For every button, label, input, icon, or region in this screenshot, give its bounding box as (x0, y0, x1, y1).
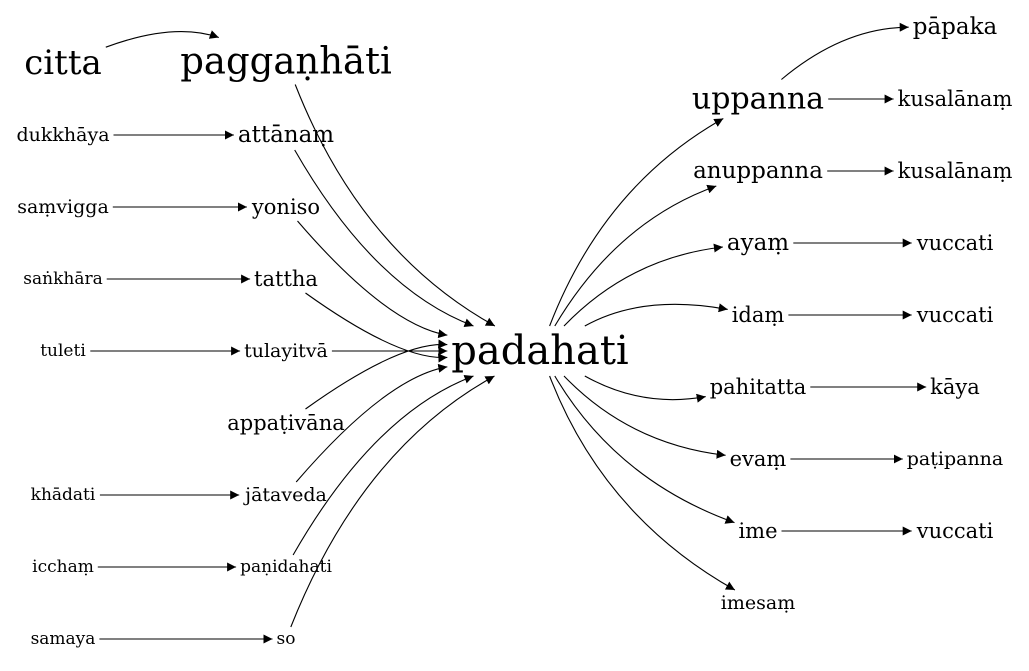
node-attanam: attānaṃ (238, 122, 334, 148)
edge-appativana-to-padahati (305, 339, 448, 410)
node-papaka: pāpaka (913, 14, 998, 40)
node-kusalanam-2: kusalānaṃ (898, 159, 1013, 183)
edge-padahati-to-imesam (549, 375, 736, 591)
edge-padahati-to-evam (563, 375, 726, 459)
node-iccham: icchaṃ (32, 557, 94, 577)
node-khadati: khādati (31, 485, 96, 505)
node-tulayitva: tulayitvā (244, 340, 328, 362)
edge-padahati-to-uppanna (549, 118, 724, 327)
node-panidahati: paṇidahati (240, 557, 332, 577)
node-layer: padahati citta paggaṇhāti dukkhāya attān… (16, 14, 1012, 649)
edge-padahati-to-pahitatta (584, 375, 706, 403)
edge-padahati-to-ime (554, 375, 735, 524)
node-padahati: padahati (451, 328, 628, 374)
node-samvigga: saṃvigga (17, 196, 109, 218)
node-pahitatta: pahitatta (710, 375, 807, 399)
edge-tattha-to-padahati (305, 292, 448, 363)
node-ayam: ayaṃ (727, 230, 789, 256)
node-so: so (277, 629, 296, 649)
node-tattha: tattha (254, 267, 318, 291)
node-jataveda: jātaveda (243, 484, 327, 506)
node-dukkhaya: dukkhāya (16, 124, 109, 146)
node-ime: ime (738, 519, 777, 543)
edge-attanam-to-padahati (294, 149, 474, 328)
edge-so-to-padahati (290, 375, 495, 628)
edge-jataveda-to-padahati (295, 363, 448, 483)
node-citta: citta (24, 43, 102, 83)
edge-layer (90, 22, 927, 644)
edge-citta-to-paggan-hati (105, 30, 219, 48)
node-paggan-hati: paggaṇhāti (180, 40, 392, 83)
node-anuppanna: anuppanna (693, 158, 823, 184)
node-patipanna: paṭipanna (907, 448, 1004, 470)
node-samaya: samaya (31, 629, 96, 649)
node-appativana: appaṭivāna (227, 411, 345, 435)
node-kaya: kāya (930, 375, 980, 399)
edge-panidahati-to-padahati (292, 374, 474, 556)
node-yoniso: yoniso (251, 195, 320, 219)
node-uppanna: uppanna (692, 82, 824, 117)
node-evam: evaṃ (730, 447, 787, 471)
node-idam: idaṃ (732, 303, 785, 327)
node-vuccati-3: vuccati (916, 519, 994, 543)
edge-yoniso-to-padahati (297, 220, 448, 339)
node-tuleti: tuleti (40, 341, 86, 361)
node-sankhara: saṅkhāra (23, 269, 102, 289)
edge-uppanna-to-papaka (781, 22, 909, 80)
edge-padahati-to-idam (584, 303, 728, 327)
node-imesam: imesaṃ (721, 592, 795, 614)
node-kusalanam-1: kusalānaṃ (898, 87, 1013, 111)
edge-paggan-hati-to-padahati (294, 84, 496, 327)
edge-padahati-to-ayam (563, 243, 723, 327)
node-vuccati-2: vuccati (916, 303, 994, 327)
node-vuccati-1: vuccati (916, 231, 994, 255)
edge-padahati-to-anuppanna (554, 184, 717, 327)
